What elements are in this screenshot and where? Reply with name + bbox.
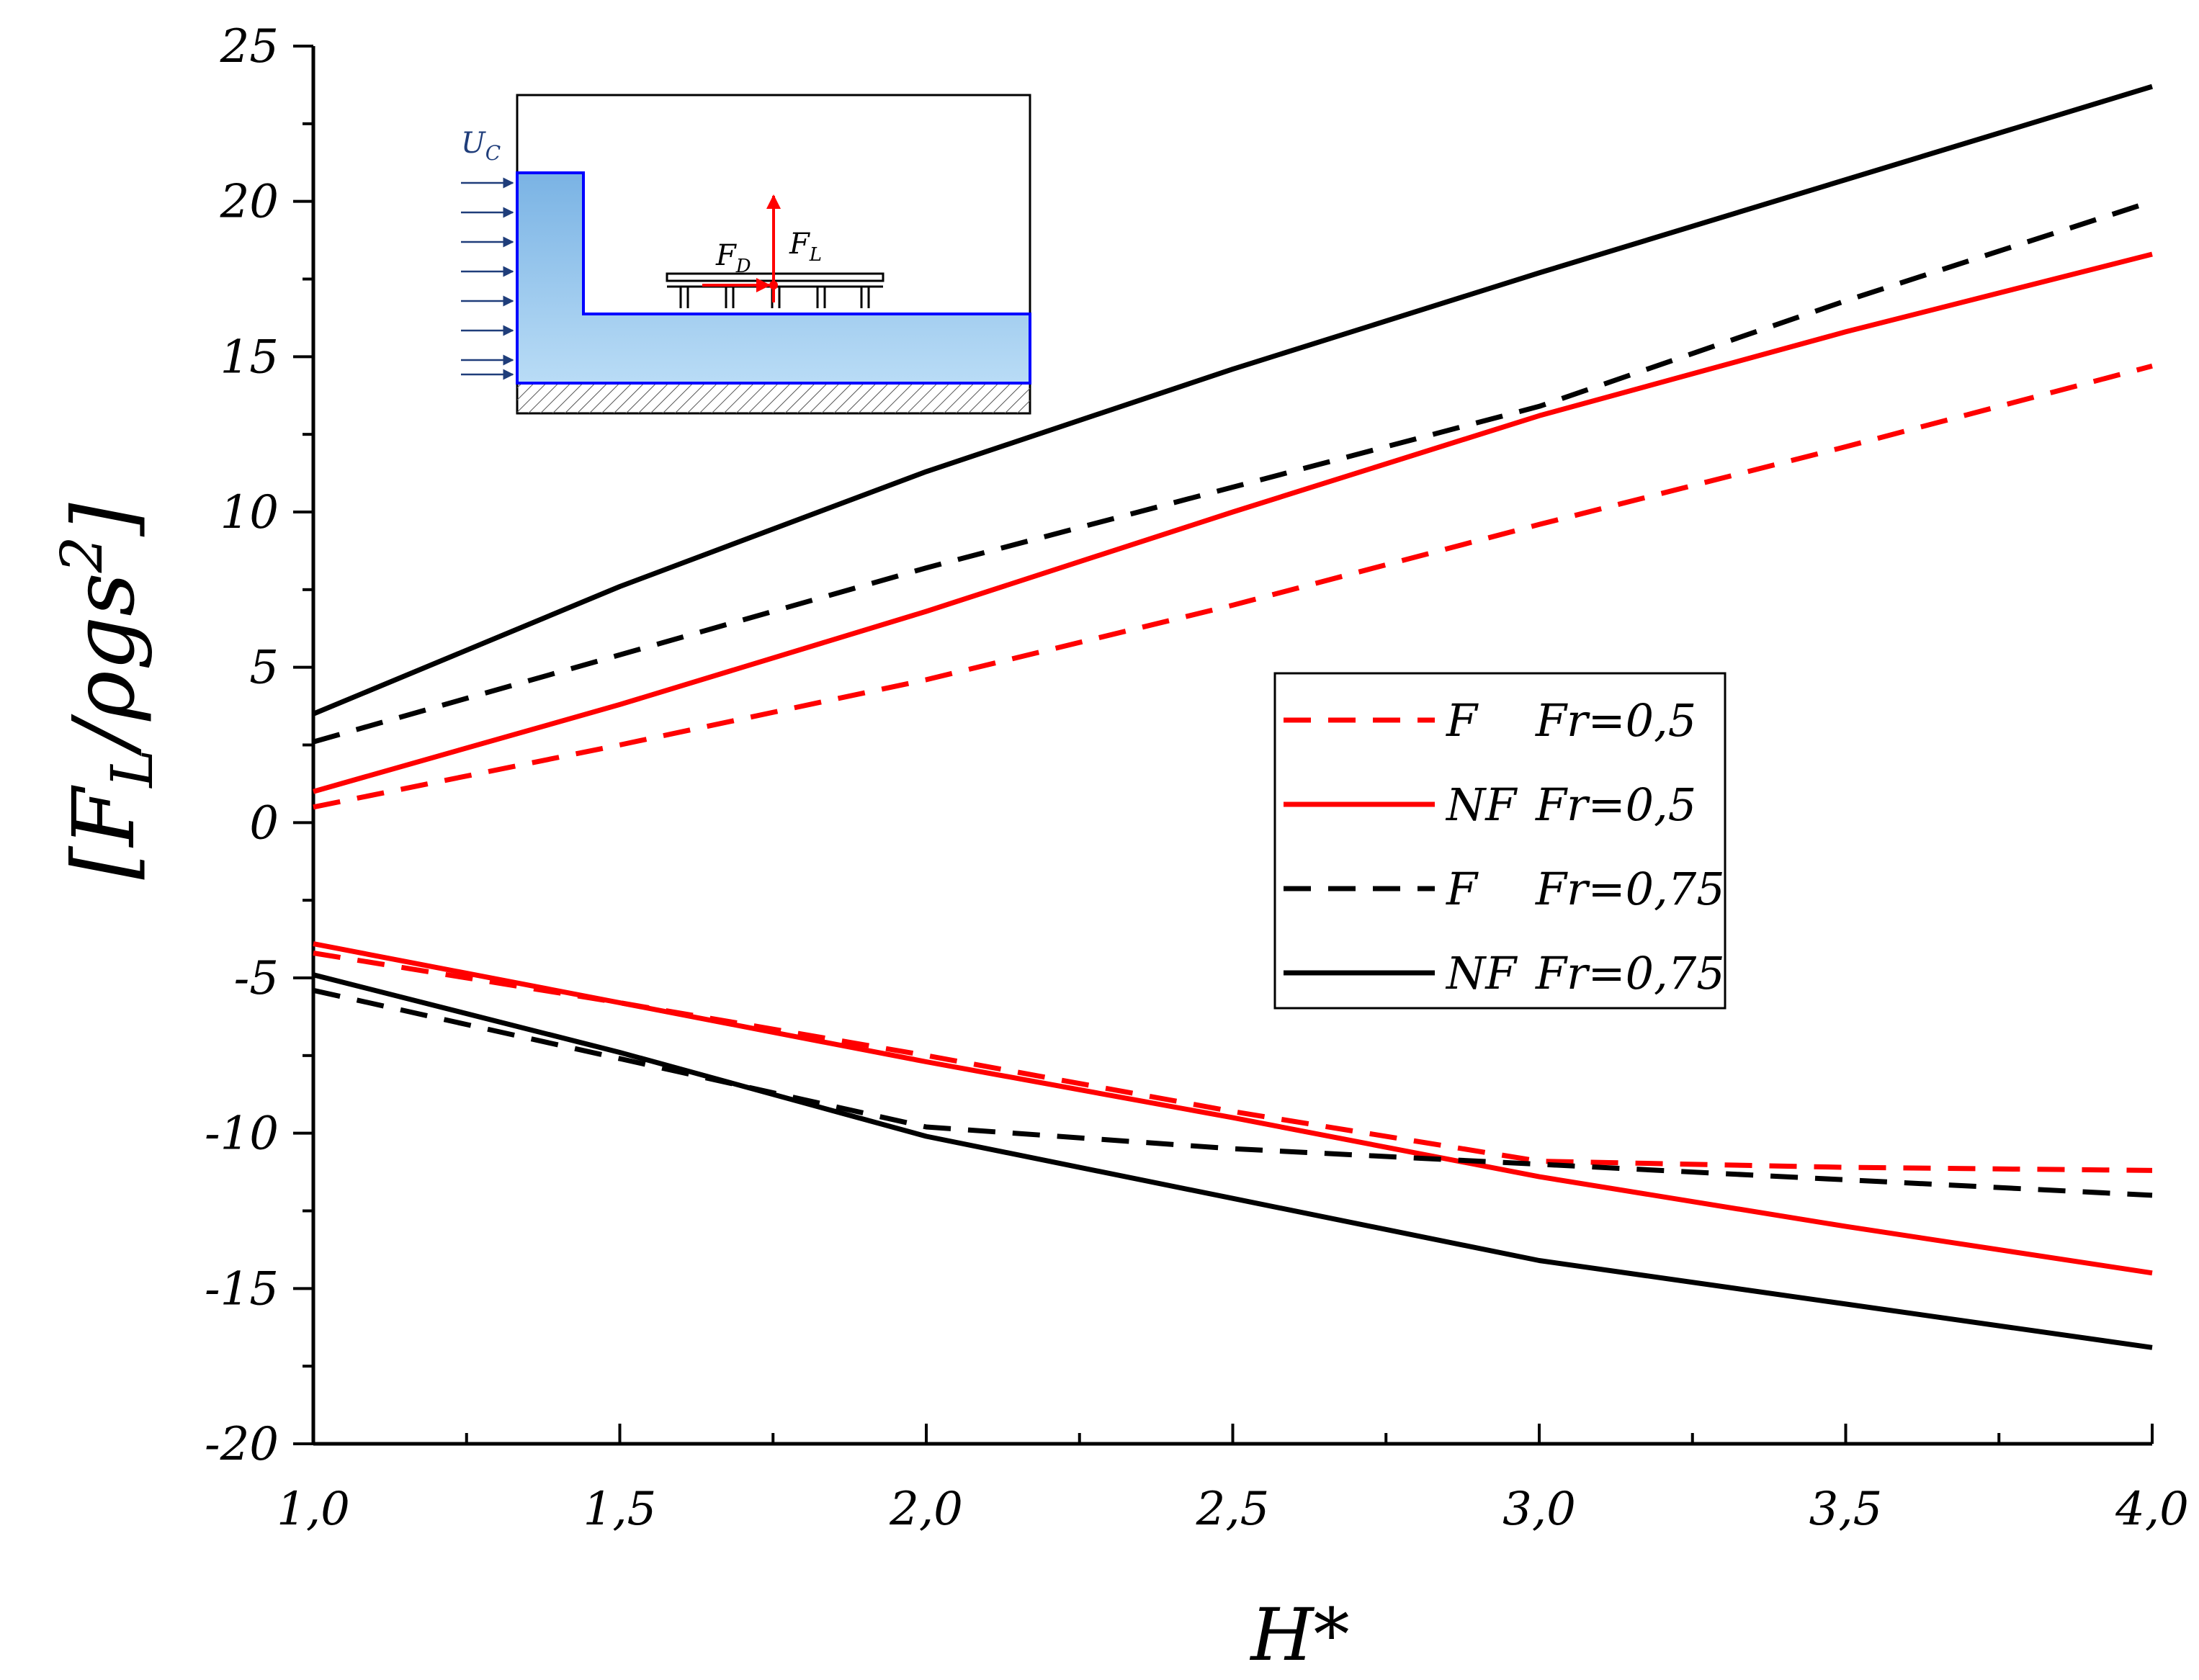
legend-label: NF	[1445, 778, 1518, 831]
inset-uc-label: UC	[461, 127, 501, 165]
x-tick-label: 3,5	[1809, 1483, 1883, 1536]
inset-schematic: UC FD FL	[461, 94, 1031, 415]
legend: F Fr=0,5 NF Fr=0,5 F Fr=0,75 NF Fr=0,75	[1273, 672, 1726, 1010]
x-tick-label: 4,0	[2115, 1483, 2189, 1536]
legend-label: F	[1446, 694, 1479, 747]
inflow-arrows	[461, 177, 514, 380]
series-line-NF_Fr075_lower	[313, 972, 2153, 1350]
series-line-NF_Fr05_upper	[313, 251, 2153, 794]
legend-froude: Fr=0,5	[1535, 694, 1696, 747]
series-line-F_Fr05_upper	[313, 363, 2153, 810]
legend-frame	[1273, 672, 1726, 1010]
y-tick-label: -10	[205, 1108, 279, 1161]
x-tick-label: 2,0	[889, 1483, 963, 1536]
y-tick-label: 10	[220, 486, 279, 539]
y-tick-label: 15	[220, 331, 279, 384]
x-tick-label: 3,0	[1502, 1483, 1576, 1536]
legend-froude: Fr=0,75	[1535, 947, 1725, 1000]
series-line-F_Fr075_upper	[313, 199, 2154, 745]
legend-froude: Fr=0,75	[1535, 863, 1725, 915]
series-line-F_Fr05_lower	[313, 951, 2153, 1173]
y-tick-label: 0	[249, 796, 279, 850]
series-line-F_Fr075_lower	[313, 987, 2153, 1198]
y-axis-title: [FL/ρgs2]	[48, 502, 166, 879]
y-axis-ticks: 25 20 15 10 5 0 -5 -10 -15 -20	[205, 20, 313, 1471]
inset-fd-label: FD	[715, 239, 751, 277]
inset-fl-label: FL	[789, 228, 822, 266]
legend-froude: Fr=0,5	[1535, 778, 1696, 831]
y-tick-label: -20	[205, 1418, 279, 1471]
y-tick-label: 20	[220, 176, 279, 229]
y-tick-label: -5	[234, 952, 279, 1005]
x-tick-label: 1,5	[583, 1483, 657, 1536]
y-tick-label: 25	[220, 20, 279, 73]
x-tick-label: 1,0	[277, 1483, 350, 1536]
force-origin-dot	[769, 281, 778, 289]
series-line-NF_Fr075_upper	[312, 84, 2154, 717]
series-line-NF_Fr05_lower	[313, 941, 2153, 1276]
x-axis-title: H*	[1249, 1593, 1349, 1677]
inset-ground-hatch	[517, 383, 1030, 413]
series-group	[312, 84, 2154, 1350]
legend-label: F	[1446, 863, 1479, 915]
x-axis-ticks: 1,0 1,5 2,0 2,5 3,0 3,5 4,0	[277, 1424, 2189, 1536]
y-tick-label: 5	[249, 642, 279, 695]
x-tick-label: 2,5	[1196, 1483, 1270, 1536]
y-tick-label: -15	[205, 1262, 279, 1316]
inset-water-body	[516, 171, 1031, 385]
legend-label: NF	[1445, 947, 1518, 1000]
